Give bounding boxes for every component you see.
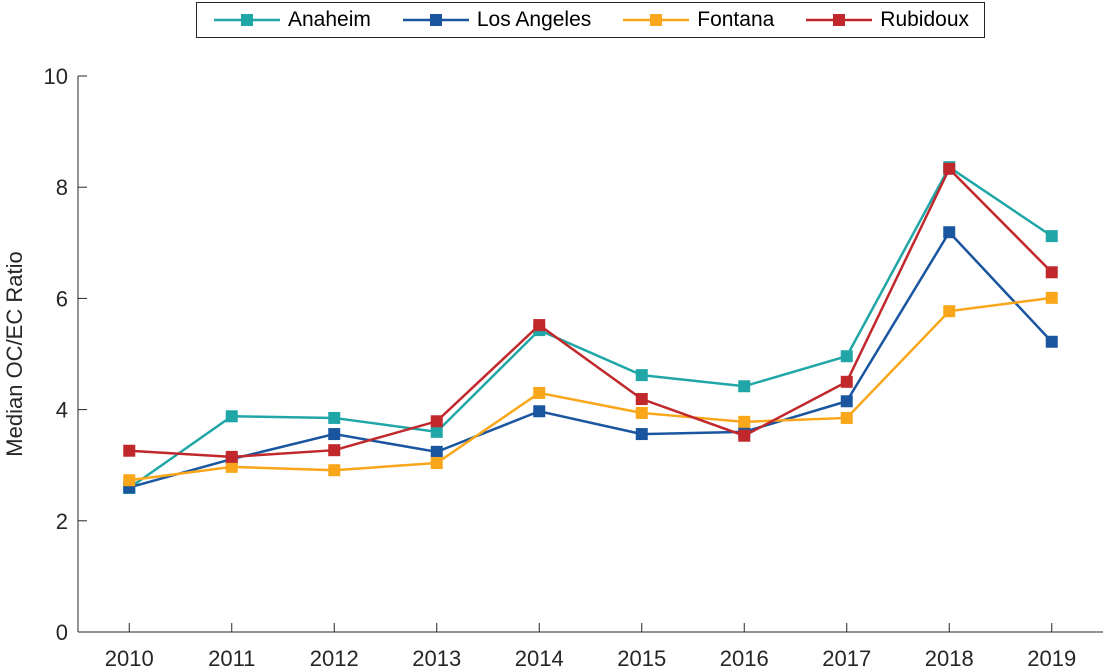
legend-marker — [833, 14, 846, 26]
marker — [943, 162, 956, 175]
marker — [430, 425, 443, 438]
legend-label: Los Angeles — [476, 8, 592, 31]
marker — [635, 406, 648, 419]
legend-label: Anaheim — [287, 8, 371, 31]
marker — [123, 444, 136, 457]
marker — [840, 350, 853, 363]
legend-swatch — [806, 14, 873, 26]
x-tick-label: 2015 — [617, 646, 666, 671]
marker — [533, 405, 546, 418]
marker — [635, 369, 648, 382]
legend-marker — [240, 14, 253, 26]
legend-entry: Rubidoux — [804, 8, 969, 32]
marker — [225, 450, 238, 463]
x-tick-label: 2010 — [105, 646, 154, 671]
marker — [328, 428, 341, 441]
marker — [328, 444, 341, 457]
series-line — [129, 296, 1052, 482]
marker — [943, 305, 956, 318]
series-line — [128, 230, 1053, 489]
marker — [635, 393, 648, 406]
x-tick-label: 2011 — [208, 646, 255, 671]
legend: Anaheim Los Angeles Fontana Rubidoux — [196, 2, 985, 38]
marker — [738, 429, 751, 442]
legend-marker — [429, 14, 442, 26]
legend-entry: Los Angeles — [401, 8, 591, 32]
marker — [533, 386, 546, 399]
marker — [225, 460, 238, 473]
marker — [533, 319, 546, 332]
legend-label: Rubidoux — [880, 8, 970, 31]
y-tick-label: 4 — [56, 398, 68, 423]
marker — [225, 410, 238, 423]
marker — [840, 395, 853, 408]
marker — [123, 474, 136, 487]
marker — [840, 375, 853, 388]
marker — [635, 428, 648, 441]
legend-swatch — [213, 14, 280, 26]
y-tick-label: 10 — [44, 64, 68, 89]
marker — [1045, 266, 1058, 279]
x-tick-label: 2014 — [515, 646, 564, 671]
legend-swatch — [623, 14, 690, 26]
marker — [840, 411, 853, 424]
y-axis-label: Median OC/EC Ratio — [2, 251, 27, 456]
legend-marker — [650, 14, 663, 26]
y-tick-label: 6 — [56, 286, 68, 311]
marker — [738, 380, 751, 393]
marker — [943, 226, 956, 239]
y-tick-label: 8 — [56, 175, 68, 200]
x-tick-label: 2013 — [412, 646, 461, 671]
legend-entry: Fontana — [621, 8, 774, 32]
series-line — [129, 166, 1053, 459]
x-tick-label: 2019 — [1027, 646, 1076, 671]
legend-swatch — [402, 14, 469, 26]
marker — [738, 415, 751, 428]
marker — [1045, 335, 1058, 348]
y-tick-label: 0 — [56, 620, 68, 645]
marker — [430, 415, 443, 428]
x-tick-label: 2012 — [310, 646, 359, 671]
marker — [430, 456, 443, 469]
marker — [328, 464, 341, 477]
legend-label: Fontana — [697, 8, 775, 31]
y-tick-label: 2 — [56, 509, 68, 534]
x-tick-label: 2018 — [925, 646, 974, 671]
x-tick-label: 2016 — [720, 646, 769, 671]
marker — [430, 445, 443, 458]
marker — [328, 411, 341, 424]
series-line — [128, 165, 1053, 490]
legend-entry: Anaheim — [212, 8, 371, 32]
x-tick-label: 2017 — [822, 646, 871, 671]
marker — [1045, 230, 1058, 243]
marker — [1045, 291, 1058, 304]
